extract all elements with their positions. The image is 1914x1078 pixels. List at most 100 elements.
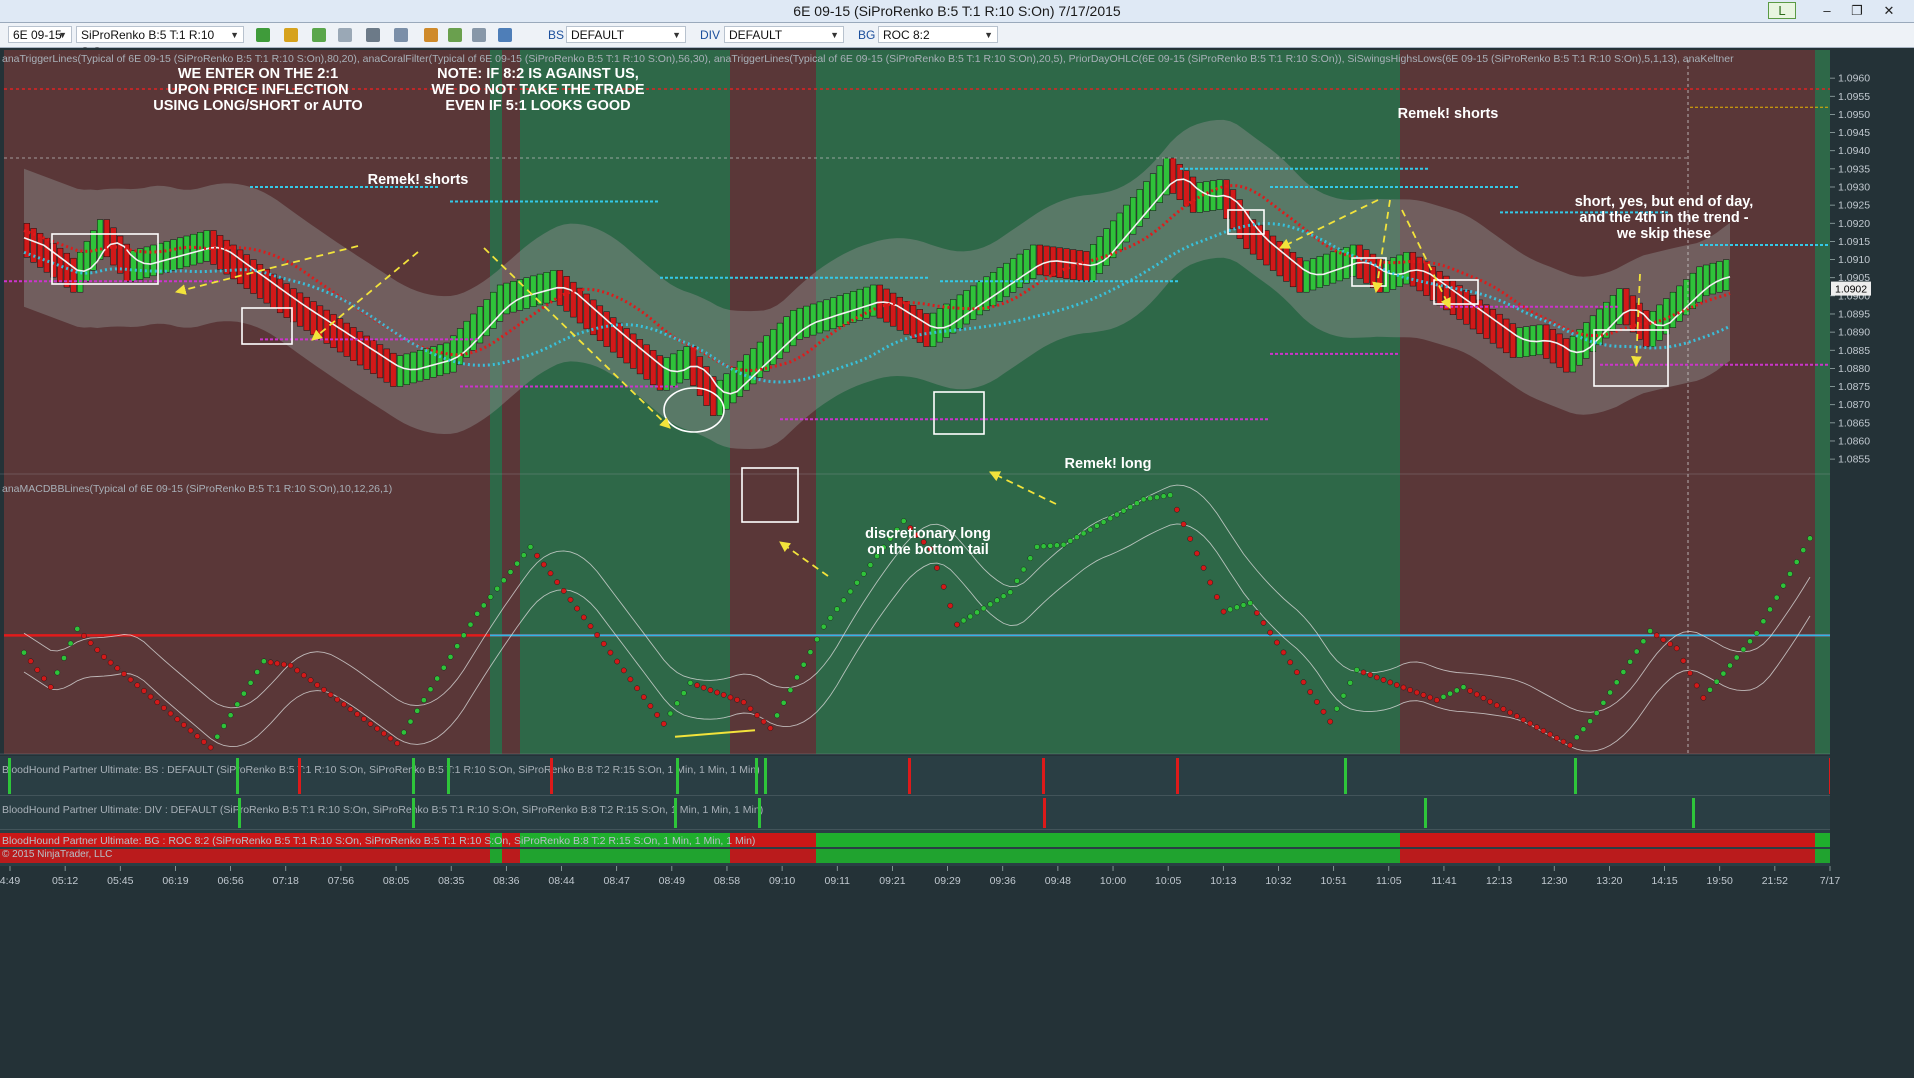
chart-canvas[interactable]: anaTriggerLines(Typical of 6E 09-15 (SiP…: [0, 48, 1914, 1078]
macd-dot: [1067, 538, 1074, 544]
macd-dot: [321, 687, 327, 693]
macd-dot: [1327, 718, 1333, 725]
macd-dot: [840, 597, 847, 604]
bs-value: DEFAULT: [571, 28, 625, 42]
macd-dot: [281, 661, 287, 668]
close-icon[interactable]: ✕: [1883, 3, 1895, 18]
x-tick-label: 21:52: [1762, 875, 1788, 887]
macd-dot: [1307, 689, 1313, 695]
macd-dot: [541, 561, 547, 568]
macd-dot: [127, 676, 134, 683]
price-tick-label: 1.0895: [1838, 308, 1870, 320]
order-icon[interactable]: [498, 28, 512, 42]
bar-type-select[interactable]: SiProRenko B:5 T:1 R:10 S:On▼: [76, 26, 244, 59]
macd-dot: [1434, 697, 1440, 703]
up-brick: [1303, 260, 1310, 293]
macd-dot: [1720, 670, 1727, 677]
up-brick: [1576, 329, 1583, 366]
macd-dot: [1334, 705, 1340, 712]
up-brick: [1703, 264, 1710, 297]
macd-dot: [601, 641, 607, 647]
macd-dot: [274, 660, 281, 667]
down-brick: [570, 281, 577, 318]
macd-dot: [1474, 691, 1480, 698]
bloodhound-signal-short: [908, 758, 911, 794]
down-brick: [1056, 247, 1063, 278]
down-brick: [656, 355, 664, 391]
down-brick: [1289, 252, 1297, 288]
bloodhound-signal-long: [412, 798, 415, 828]
bloodhound-signal-long: [238, 798, 241, 828]
highlight-box: [51, 233, 159, 285]
price-tick-label: 1.0925: [1838, 200, 1870, 212]
up-brick: [736, 360, 744, 397]
macd-dot: [1580, 726, 1587, 733]
macd-dot: [87, 640, 94, 646]
window-badge[interactable]: L: [1768, 2, 1796, 19]
macd-dot: [1100, 519, 1107, 525]
macd-dot: [1394, 682, 1400, 688]
macd-dot: [301, 672, 307, 679]
div-select[interactable]: DEFAULT ▼: [724, 26, 844, 43]
bar-style-icon[interactable]: [256, 28, 270, 42]
up-brick: [1163, 157, 1170, 196]
up-brick: [456, 328, 464, 366]
price-tick-label: 1.0875: [1838, 381, 1870, 393]
chevron-down-icon: ▼: [830, 30, 839, 40]
up-brick: [770, 329, 777, 366]
minimize-icon[interactable]: –: [1823, 3, 1831, 18]
up-brick: [1090, 244, 1097, 282]
macd-dot: [341, 701, 347, 708]
macd-dot: [894, 526, 900, 533]
up-brick: [1329, 251, 1337, 284]
roc-bar-green: [1815, 849, 1830, 863]
drawing-tool-icon[interactable]: [284, 28, 298, 42]
macd-dot: [1387, 679, 1393, 686]
bs-label: BS: [548, 28, 565, 42]
crosshair-icon[interactable]: [366, 28, 380, 42]
down-brick: [910, 305, 917, 339]
zoom-icon[interactable]: [394, 28, 408, 42]
data-box-icon[interactable]: [424, 28, 438, 42]
macd-dot: [1167, 492, 1173, 498]
up-brick: [776, 322, 784, 359]
macd-dot: [61, 655, 67, 661]
bloodhound-signal-long: [236, 758, 239, 794]
macd-dot: [154, 699, 161, 706]
indicator-icon[interactable]: [312, 28, 326, 42]
strategy-icon[interactable]: [338, 28, 352, 42]
macd-dot: [460, 632, 467, 639]
macd-dot: [401, 729, 407, 736]
window-title: 6E 09-15 (SiProRenko B:5 T:1 R:10 S:On) …: [793, 3, 1121, 19]
annotation-arrow: [779, 541, 829, 577]
div-label: DIV: [700, 28, 721, 42]
roc-bar-green: [816, 833, 1400, 847]
instrument-select[interactable]: 6E 09-15 ▼: [8, 26, 72, 43]
bloodhound-signal-long: [676, 758, 679, 794]
x-tick-label: 10:32: [1265, 875, 1291, 887]
x-tick-label: 12:13: [1486, 875, 1512, 887]
bloodhound-label: BloodHound Partner Ultimate: DIV : DEFAU…: [2, 804, 763, 816]
bg-select[interactable]: ROC 8:2 ▼: [878, 26, 998, 43]
macd-dot: [221, 723, 227, 729]
bs-select[interactable]: DEFAULT ▼: [566, 26, 686, 43]
properties-icon[interactable]: [448, 28, 462, 42]
roc-bar-green: [1815, 833, 1830, 847]
annotation-text: EVEN IF 5:1 LOOKS GOOD: [445, 98, 630, 114]
restore-icon[interactable]: ❐: [1851, 3, 1863, 18]
down-brick: [1083, 251, 1090, 282]
up-brick: [1323, 253, 1330, 286]
up-brick: [410, 351, 417, 384]
down-brick: [576, 287, 584, 324]
bloodhound-signal-long: [755, 758, 758, 794]
template-icon[interactable]: [472, 28, 486, 42]
chevron-down-icon: ▼: [672, 30, 681, 40]
roc-bar-green: [490, 833, 502, 847]
roc-bar-red: [0, 833, 490, 847]
macd-dot: [814, 636, 820, 643]
macd-dot: [94, 647, 101, 653]
down-brick: [1223, 179, 1230, 219]
macd-dot: [1280, 649, 1287, 656]
macd-dot: [1613, 679, 1620, 686]
